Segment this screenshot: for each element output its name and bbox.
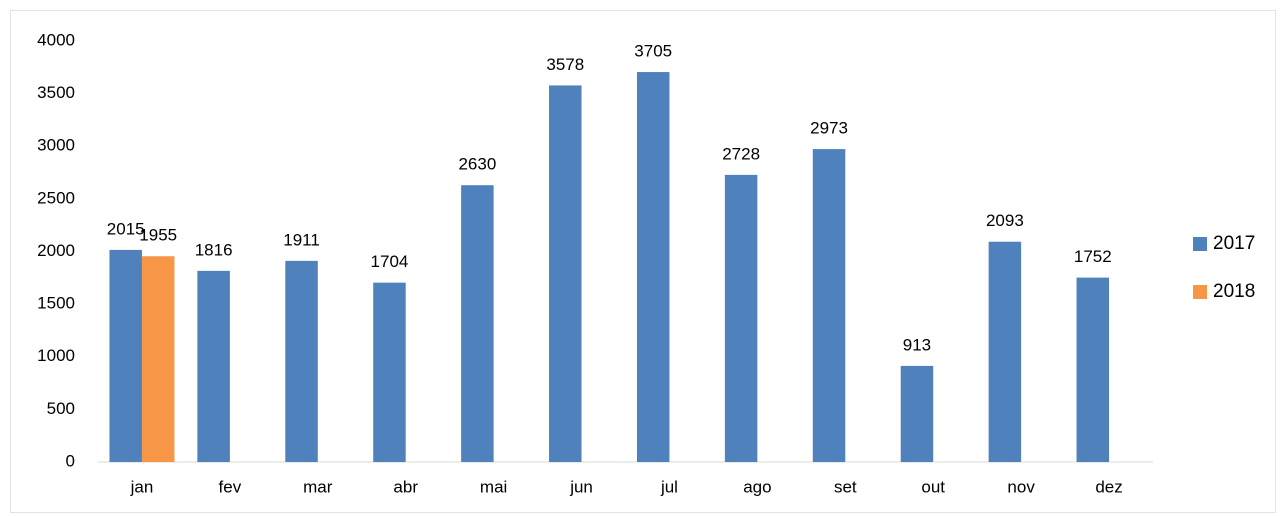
y-tick-label: 500 [47, 399, 75, 418]
bar [461, 185, 494, 462]
bar [197, 270, 230, 462]
x-tick-label: mai [480, 477, 507, 496]
y-tick-label: 3000 [37, 136, 75, 155]
legend-label: 2017 [1213, 233, 1255, 254]
x-tick-label: out [921, 477, 945, 496]
bar [636, 72, 670, 462]
y-tick-label: 1000 [37, 346, 75, 365]
bar [141, 256, 175, 462]
data-label: 2015 [107, 219, 145, 238]
bar [285, 260, 318, 462]
x-tick-label: ago [743, 477, 771, 496]
bar [549, 85, 582, 462]
y-tick-label: 2500 [37, 188, 75, 207]
x-tick-label: jun [569, 477, 593, 496]
data-label: 1704 [371, 252, 409, 271]
y-tick-label: 4000 [37, 30, 75, 49]
data-label: 2973 [810, 119, 848, 138]
legend-label: 2018 [1213, 281, 1255, 302]
bar [724, 174, 758, 463]
y-tick-label: 1500 [37, 294, 75, 313]
data-label: 1955 [139, 226, 177, 245]
data-label: 913 [903, 335, 931, 354]
bar [109, 249, 142, 462]
data-label: 1816 [195, 240, 233, 259]
y-tick-label: 0 [66, 451, 75, 470]
bar [812, 149, 846, 463]
legend-swatch [1193, 285, 1207, 299]
bar [373, 282, 406, 462]
bar [1076, 277, 1110, 462]
x-tick-label: nov [1007, 477, 1035, 496]
x-tick-label: set [834, 477, 857, 496]
x-tick-label: dez [1095, 477, 1122, 496]
y-tick-label: 3500 [37, 83, 75, 102]
bar [988, 241, 1022, 462]
data-label: 2093 [986, 211, 1024, 230]
data-label: 2630 [458, 155, 496, 174]
legend-swatch [1193, 237, 1207, 251]
data-label: 3578 [546, 55, 584, 74]
x-tick-label: fev [219, 477, 242, 496]
data-label: 1752 [1074, 247, 1112, 266]
x-tick-label: jan [130, 477, 154, 496]
data-label: 1911 [283, 230, 320, 249]
data-label: 2728 [722, 144, 760, 163]
y-tick-label: 2000 [37, 241, 75, 260]
x-tick-label: mar [303, 477, 333, 496]
bar [900, 365, 934, 462]
data-label: 3705 [634, 42, 672, 61]
x-tick-label: jul [660, 477, 678, 496]
x-tick-label: abr [393, 477, 418, 496]
